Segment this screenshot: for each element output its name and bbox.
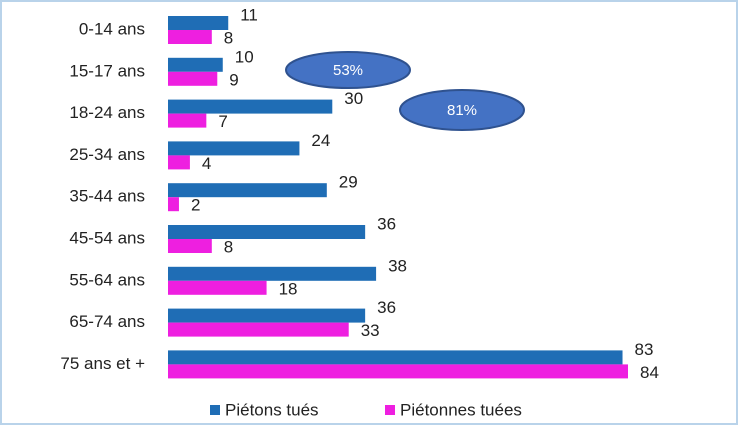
bar bbox=[168, 16, 229, 30]
bar bbox=[168, 71, 218, 86]
value-label: 11 bbox=[240, 5, 258, 24]
bar bbox=[168, 99, 333, 114]
value-label: 4 bbox=[202, 154, 211, 173]
value-label: 2 bbox=[191, 196, 200, 215]
category-label: 35-44 ans bbox=[69, 187, 145, 206]
bar bbox=[168, 350, 623, 365]
category-label: 18-24 ans bbox=[69, 103, 145, 122]
bar bbox=[168, 141, 300, 156]
bar bbox=[168, 57, 223, 72]
bar bbox=[168, 280, 267, 295]
bar bbox=[168, 225, 366, 239]
bar bbox=[168, 113, 207, 128]
value-label: 10 bbox=[235, 47, 254, 66]
value-label: 8 bbox=[224, 237, 233, 256]
bar bbox=[168, 155, 190, 170]
bar bbox=[168, 364, 628, 379]
category-label: 0-14 ans bbox=[79, 19, 145, 38]
value-label: 36 bbox=[377, 298, 396, 317]
bar bbox=[168, 197, 179, 212]
category-label: 75 ans et + bbox=[60, 354, 145, 373]
value-label: 83 bbox=[635, 340, 654, 359]
value-label: 24 bbox=[311, 131, 330, 150]
value-label: 9 bbox=[229, 70, 238, 89]
value-label: 30 bbox=[344, 89, 363, 108]
bar bbox=[168, 239, 212, 253]
bar bbox=[168, 30, 212, 44]
category-label: 55-64 ans bbox=[69, 270, 145, 289]
legend-swatch bbox=[385, 405, 395, 415]
bar bbox=[168, 308, 366, 323]
legend-label: Piétonnes tuées bbox=[400, 400, 522, 419]
annotation: 53% bbox=[333, 62, 363, 79]
value-label: 33 bbox=[361, 321, 380, 340]
legend-swatch bbox=[210, 405, 220, 415]
category-label: 65-74 ans bbox=[69, 312, 145, 331]
annotation-bubble bbox=[399, 89, 525, 131]
annotation-bubble bbox=[285, 51, 411, 89]
value-label: 7 bbox=[218, 112, 227, 131]
value-label: 84 bbox=[640, 363, 659, 382]
bar bbox=[168, 322, 349, 337]
bar bbox=[168, 266, 377, 281]
value-label: 18 bbox=[279, 279, 298, 298]
category-label: 25-34 ans bbox=[69, 145, 145, 164]
value-label: 29 bbox=[339, 173, 358, 192]
bar bbox=[168, 183, 327, 198]
category-label: 15-17 ans bbox=[69, 61, 145, 80]
value-label: 8 bbox=[224, 28, 233, 47]
annotation: 81% bbox=[447, 102, 477, 119]
value-label: 38 bbox=[388, 256, 407, 275]
legend-label: Piétons tués bbox=[225, 400, 319, 419]
category-label: 45-54 ans bbox=[69, 228, 145, 247]
value-label: 36 bbox=[377, 214, 396, 233]
